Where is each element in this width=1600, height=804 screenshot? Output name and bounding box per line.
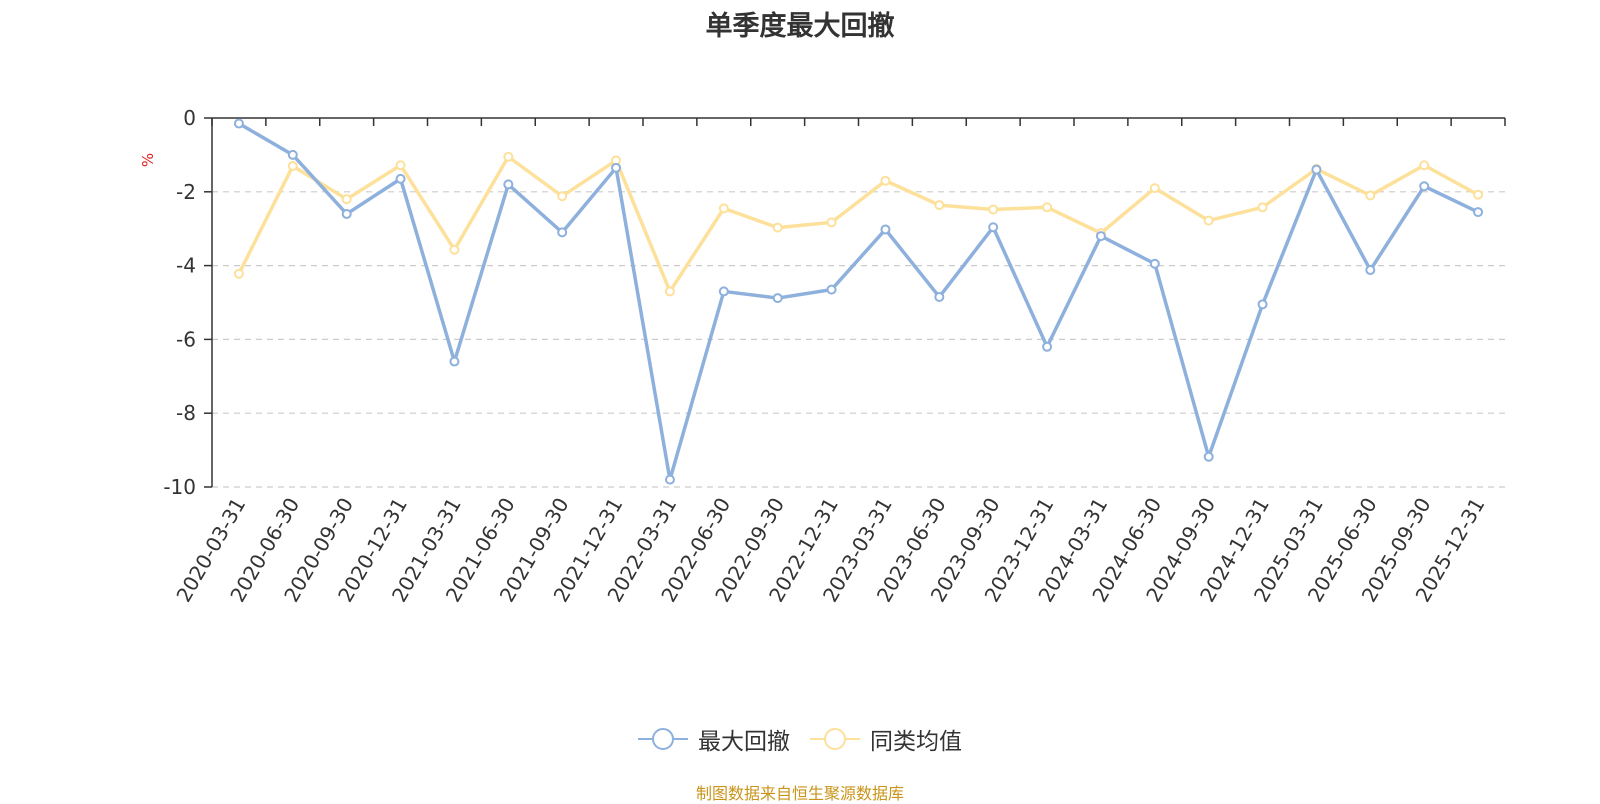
legend-label: 同类均值: [870, 729, 962, 755]
data-point: [934, 291, 945, 302]
axes: 0-2-4-6-8-102020-03-312020-06-302020-09-…: [163, 106, 1506, 606]
grid-lines: [212, 191, 1505, 488]
data-point: [1149, 258, 1160, 269]
data-point: [341, 194, 352, 205]
series-line: [238, 122, 1479, 482]
data-point: [503, 179, 514, 190]
series-lines: [233, 118, 1484, 485]
data-point: [718, 286, 729, 297]
data-point: [1419, 160, 1430, 171]
legend-item-max-drawdown[interactable]: 最大回撤: [638, 722, 790, 756]
legend-line-circle-icon: [810, 728, 860, 750]
data-point: [557, 227, 568, 238]
data-point: [287, 149, 298, 160]
y-tick-label: -4: [176, 254, 196, 278]
data-point: [1203, 451, 1214, 462]
data-point: [880, 175, 891, 186]
data-point: [664, 474, 675, 485]
y-tick-label: -10: [163, 475, 196, 499]
data-point: [557, 191, 568, 202]
legend-item-peer-average[interactable]: 同类均值: [810, 722, 962, 756]
data-point: [503, 151, 514, 162]
data-point: [449, 356, 460, 367]
data-point: [233, 268, 244, 279]
source-note: 制图数据来自恒生聚源数据库: [695, 784, 904, 803]
data-point: [718, 203, 729, 214]
data-point: [1095, 231, 1106, 242]
legend-label: 最大回撤: [698, 729, 790, 755]
data-point: [1203, 215, 1214, 226]
data-point: [772, 293, 783, 304]
data-point: [1473, 189, 1484, 200]
data-point: [1257, 299, 1268, 310]
data-point: [341, 208, 352, 219]
data-point: [287, 160, 298, 171]
data-point: [1042, 341, 1053, 352]
data-point: [1149, 183, 1160, 194]
y-axis-unit-label: %: [139, 153, 157, 167]
y-tick-label: -8: [176, 401, 196, 425]
data-point: [826, 217, 837, 228]
y-tick-label: 0: [183, 106, 196, 130]
chart-title: 单季度最大回撤: [705, 11, 895, 42]
y-tick-label: -6: [176, 327, 196, 351]
data-point: [395, 173, 406, 184]
data-point: [880, 224, 891, 235]
data-point: [1311, 164, 1322, 175]
data-point: [1365, 265, 1376, 276]
data-point: [1419, 181, 1430, 192]
data-point: [988, 222, 999, 233]
data-point: [611, 162, 622, 173]
data-point: [772, 222, 783, 233]
data-point: [1042, 202, 1053, 213]
series-line: [237, 154, 1479, 294]
data-point: [1257, 202, 1268, 213]
data-point: [233, 118, 244, 129]
data-point: [449, 244, 460, 255]
data-point: [988, 204, 999, 215]
legend-line-circle-icon: [638, 728, 688, 750]
y-tick-label: -2: [176, 180, 196, 204]
data-point: [826, 284, 837, 295]
data-point: [1365, 190, 1376, 201]
legend: 最大回撤 同类均值: [0, 722, 1600, 756]
data-point: [395, 160, 406, 171]
data-point: [664, 286, 675, 297]
data-point: [1473, 207, 1484, 218]
data-point: [934, 200, 945, 211]
